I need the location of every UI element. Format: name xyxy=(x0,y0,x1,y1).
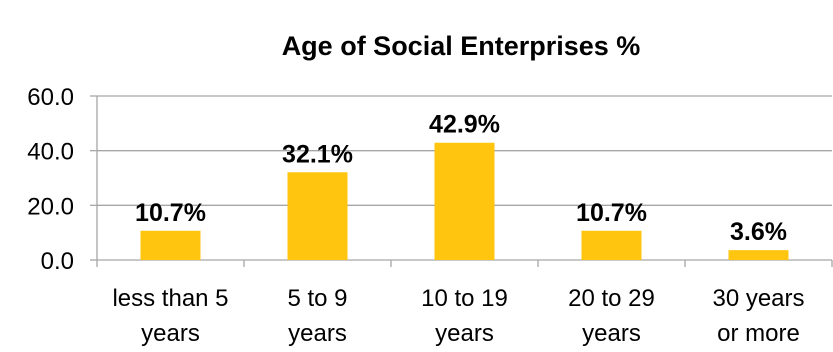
bar xyxy=(581,230,642,260)
bar xyxy=(434,142,495,260)
y-tick-label: 0.0 xyxy=(41,248,74,275)
x-category-label: 5 to 9 years xyxy=(287,285,347,347)
data-label: 10.7% xyxy=(576,199,647,227)
data-label: 42.9% xyxy=(429,111,500,139)
y-tick-labels: 0.0 20.0 40.0 60.0 xyxy=(27,84,74,275)
x-category-label: 10 to 19 years xyxy=(421,285,508,347)
data-label: 32.1% xyxy=(282,140,353,168)
y-tick-label: 40.0 xyxy=(27,139,74,166)
y-tick-label: 20.0 xyxy=(27,193,74,220)
x-category-label: 20 to 29 years xyxy=(568,285,655,347)
x-category-labels: less than 5 years 5 to 9 years 10 to 19 years… xyxy=(112,285,804,347)
chart-title: Age of Social Enterprises % xyxy=(282,31,641,61)
y-tick-label: 60.0 xyxy=(27,84,74,111)
bar xyxy=(728,250,789,260)
x-category-label: 30 years or more xyxy=(712,285,804,347)
data-label: 10.7% xyxy=(135,199,206,227)
bars xyxy=(140,142,789,260)
data-label: 3.6% xyxy=(730,218,787,246)
bar xyxy=(140,230,201,260)
data-labels: 10.7% 32.1% 42.9% 10.7% 3.6% xyxy=(135,111,787,246)
bar xyxy=(287,172,348,260)
x-category-label: less than 5 years xyxy=(112,285,228,347)
